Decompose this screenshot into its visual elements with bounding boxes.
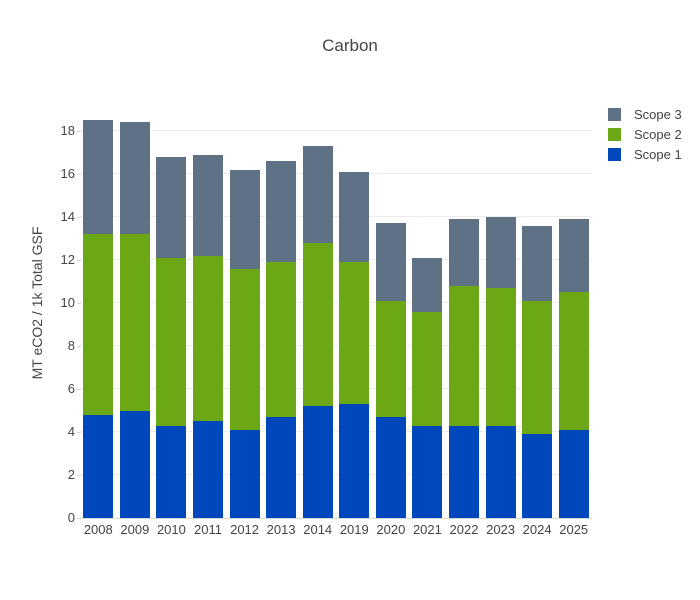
legend-swatch-icon <box>608 108 621 121</box>
x-tick-label: 2024 <box>522 522 552 537</box>
bar-segment-scope-1-2009[interactable] <box>119 410 150 518</box>
gridline <box>80 345 592 346</box>
y-tick-label: 4 <box>67 424 75 439</box>
y-tick-label: 6 <box>67 381 75 396</box>
x-tick-label: 2011 <box>194 522 222 537</box>
bar-segment-scope-1-2012[interactable] <box>229 429 260 518</box>
bar-segment-scope-3-2014[interactable] <box>302 146 333 243</box>
bar-segment-scope-3-2025[interactable] <box>558 219 589 293</box>
legend-swatch-icon <box>608 128 621 141</box>
bar-segment-scope-3-2024[interactable] <box>522 225 553 301</box>
legend-item-label: Scope 3 <box>634 107 682 122</box>
bar-segment-scope-3-2020[interactable] <box>375 223 406 301</box>
y-tick-label: 18 <box>60 123 75 138</box>
bar-segment-scope-1-2010[interactable] <box>156 425 187 518</box>
bar-segment-scope-1-2021[interactable] <box>412 425 443 518</box>
x-tick-label: 2008 <box>83 522 113 537</box>
x-tick-label: 2013 <box>266 522 296 537</box>
x-tick-label: 2010 <box>156 522 186 537</box>
y-tick-label: 0 <box>67 510 75 525</box>
bar-segment-scope-3-2021[interactable] <box>412 257 443 312</box>
x-tick-label: 2019 <box>339 522 369 537</box>
bar-segment-scope-1-2014[interactable] <box>302 406 333 518</box>
bar-segment-scope-3-2008[interactable] <box>83 120 114 235</box>
bar-segment-scope-1-2008[interactable] <box>83 414 114 518</box>
bar-segment-scope-1-2011[interactable] <box>193 421 223 518</box>
bar-segment-scope-1-2022[interactable] <box>449 425 479 518</box>
bar-segment-scope-3-2013[interactable] <box>266 161 297 263</box>
gridline <box>80 259 592 260</box>
legend-swatch-icon <box>608 148 621 161</box>
x-tick-label: 2009 <box>120 522 150 537</box>
gridline <box>80 216 592 217</box>
bar-segment-scope-1-2024[interactable] <box>522 434 553 518</box>
gridline <box>80 130 592 131</box>
bar-segment-scope-1-2013[interactable] <box>266 416 297 518</box>
bar-segment-scope-2-2025[interactable] <box>558 292 589 430</box>
y-tick-label: 2 <box>67 467 75 482</box>
x-tick-label: 2014 <box>303 522 333 537</box>
bar-segment-scope-1-2019[interactable] <box>339 404 370 518</box>
bar-segment-scope-3-2019[interactable] <box>339 171 370 263</box>
bar-segment-scope-2-2024[interactable] <box>522 300 553 435</box>
bar-segment-scope-2-2022[interactable] <box>449 285 479 426</box>
x-tick-label: 2021 <box>412 522 442 537</box>
y-tick-label: 16 <box>60 166 75 181</box>
y-axis-title: MT eCO2 / 1k Total GSF <box>29 226 45 380</box>
bar-segment-scope-3-2011[interactable] <box>193 154 223 256</box>
legend: Scope 3 Scope 2 Scope 1 <box>608 107 682 162</box>
bar-segment-scope-2-2009[interactable] <box>119 234 150 411</box>
bar-segment-scope-3-2012[interactable] <box>229 169 260 269</box>
bar-segment-scope-2-2014[interactable] <box>302 242 333 407</box>
legend-item-label: Scope 1 <box>634 147 682 162</box>
bar-segment-scope-2-2021[interactable] <box>412 311 443 426</box>
x-tick-label: 2020 <box>376 522 406 537</box>
bar-segment-scope-3-2010[interactable] <box>156 156 187 258</box>
bar-segment-scope-2-2019[interactable] <box>339 262 370 405</box>
legend-item-label: Scope 2 <box>634 127 682 142</box>
legend-item-scope-1[interactable]: Scope 1 <box>608 147 682 162</box>
legend-item-scope-3[interactable]: Scope 3 <box>608 107 682 122</box>
bar-segment-scope-2-2011[interactable] <box>193 255 223 422</box>
legend-item-scope-2[interactable]: Scope 2 <box>608 127 682 142</box>
gridline <box>80 388 592 389</box>
bar-segment-scope-2-2013[interactable] <box>266 262 297 417</box>
bar-segment-scope-2-2020[interactable] <box>375 300 406 417</box>
gridline <box>80 302 592 303</box>
bar-segment-scope-1-2025[interactable] <box>558 429 589 518</box>
bar-segment-scope-1-2020[interactable] <box>375 416 406 518</box>
x-tick-label: 2023 <box>486 522 516 537</box>
x-tick-label: 2012 <box>230 522 260 537</box>
y-tick-label: 14 <box>60 209 75 224</box>
bar-segment-scope-2-2010[interactable] <box>156 257 187 426</box>
chart-title: Carbon <box>322 36 378 55</box>
bar-segment-scope-2-2023[interactable] <box>485 287 516 426</box>
x-tick-label: 2025 <box>559 522 589 537</box>
x-axis-line <box>80 518 592 519</box>
bar-segment-scope-3-2022[interactable] <box>449 219 479 286</box>
plot-area <box>80 88 592 519</box>
bar-segment-scope-3-2023[interactable] <box>485 217 516 288</box>
gridline <box>80 173 592 174</box>
gridline <box>80 431 592 432</box>
x-tick-label: 2022 <box>449 522 479 537</box>
bar-segment-scope-2-2012[interactable] <box>229 268 260 430</box>
bar-segment-scope-3-2009[interactable] <box>119 122 150 235</box>
bar-segment-scope-2-2008[interactable] <box>83 234 114 415</box>
gridline <box>80 474 592 475</box>
bar-segment-scope-1-2023[interactable] <box>485 425 516 518</box>
